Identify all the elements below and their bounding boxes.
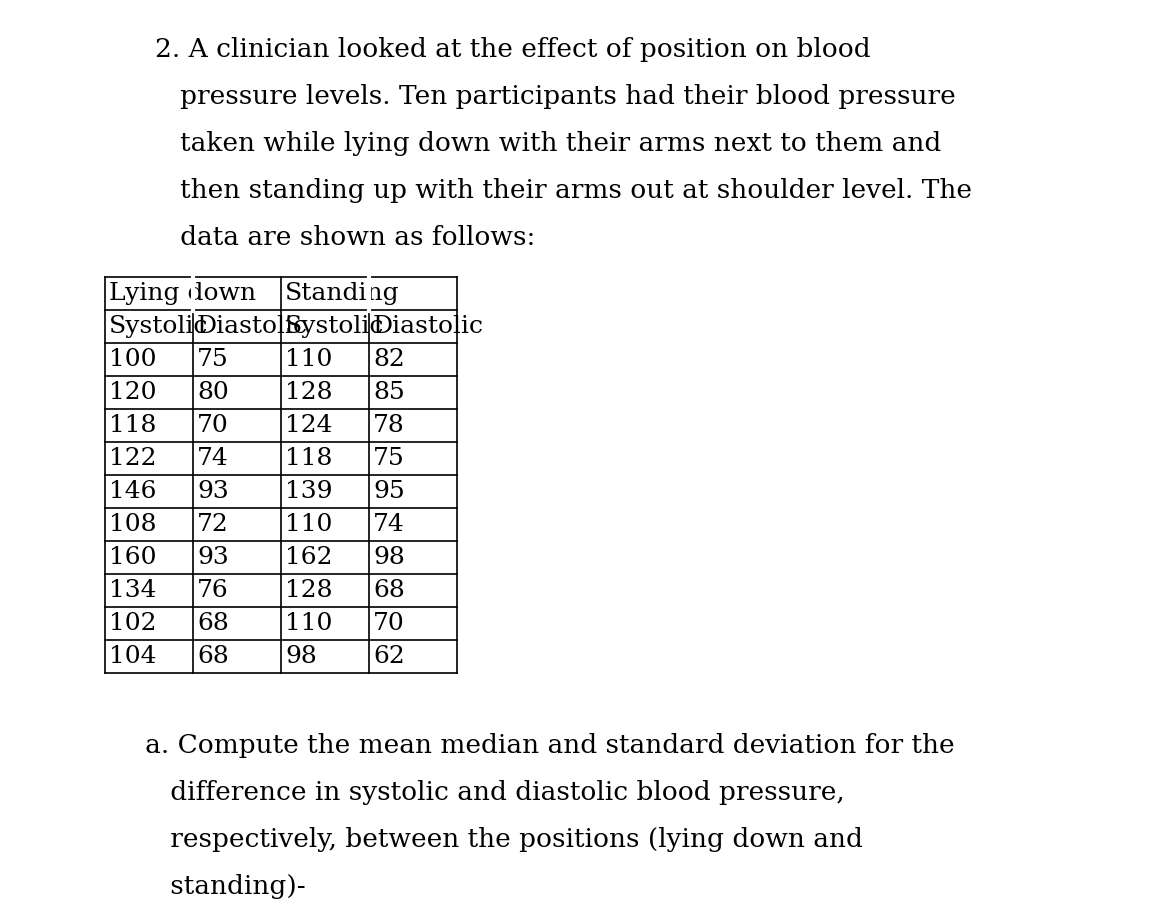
Text: 98: 98 xyxy=(285,645,317,668)
Text: 82: 82 xyxy=(373,348,405,371)
Text: pressure levels. Ten participants had their blood pressure: pressure levels. Ten participants had th… xyxy=(154,84,956,109)
Text: 110: 110 xyxy=(285,612,332,635)
Text: Standing: Standing xyxy=(285,282,400,305)
Text: 100: 100 xyxy=(109,348,157,371)
Text: 68: 68 xyxy=(197,645,229,668)
Text: 72: 72 xyxy=(197,513,229,536)
Text: 68: 68 xyxy=(373,579,405,602)
Text: data are shown as follows:: data are shown as follows: xyxy=(154,225,536,250)
Text: 80: 80 xyxy=(197,381,229,404)
Text: 139: 139 xyxy=(285,480,332,503)
Text: 162: 162 xyxy=(285,546,332,569)
Text: Lying down: Lying down xyxy=(109,282,256,305)
Text: 104: 104 xyxy=(109,645,157,668)
Text: Systolic: Systolic xyxy=(285,315,385,338)
Text: respectively, between the positions (lying down and: respectively, between the positions (lyi… xyxy=(121,827,863,852)
Text: 108: 108 xyxy=(109,513,157,536)
Text: Systolic: Systolic xyxy=(109,315,208,338)
Text: 160: 160 xyxy=(109,546,157,569)
Text: difference in systolic and diastolic blood pressure,: difference in systolic and diastolic blo… xyxy=(121,780,845,805)
Text: 124: 124 xyxy=(285,414,332,437)
Text: 85: 85 xyxy=(373,381,405,404)
Text: 68: 68 xyxy=(197,612,229,635)
Text: 134: 134 xyxy=(109,579,157,602)
Text: 122: 122 xyxy=(109,447,157,470)
Text: 74: 74 xyxy=(197,447,229,470)
Text: 128: 128 xyxy=(285,381,332,404)
Text: 98: 98 xyxy=(373,546,405,569)
Text: 93: 93 xyxy=(197,480,229,503)
Text: 146: 146 xyxy=(109,480,157,503)
Text: a. Compute the mean median and standard deviation for the: a. Compute the mean median and standard … xyxy=(121,733,955,758)
Text: Diastolic: Diastolic xyxy=(197,315,308,338)
Text: 118: 118 xyxy=(285,447,332,470)
Text: 95: 95 xyxy=(373,480,405,503)
Text: 110: 110 xyxy=(285,348,332,371)
Text: 102: 102 xyxy=(109,612,157,635)
Text: 74: 74 xyxy=(373,513,405,536)
Text: 62: 62 xyxy=(373,645,405,668)
Text: 70: 70 xyxy=(197,414,229,437)
Text: 120: 120 xyxy=(109,381,157,404)
Text: 76: 76 xyxy=(197,579,229,602)
Text: standing)-: standing)- xyxy=(121,874,305,899)
Text: taken while lying down with their arms next to them and: taken while lying down with their arms n… xyxy=(154,131,941,156)
Text: Diastolic: Diastolic xyxy=(373,315,484,338)
Text: 75: 75 xyxy=(373,447,405,470)
Text: 93: 93 xyxy=(197,546,229,569)
Text: 75: 75 xyxy=(197,348,229,371)
Text: 118: 118 xyxy=(109,414,157,437)
Text: 128: 128 xyxy=(285,579,332,602)
Text: 78: 78 xyxy=(373,414,405,437)
Text: then standing up with their arms out at shoulder level. The: then standing up with their arms out at … xyxy=(154,178,972,203)
Text: 2. A clinician looked at the effect of position on blood: 2. A clinician looked at the effect of p… xyxy=(154,37,870,62)
Text: 70: 70 xyxy=(373,612,405,635)
Text: 110: 110 xyxy=(285,513,332,536)
